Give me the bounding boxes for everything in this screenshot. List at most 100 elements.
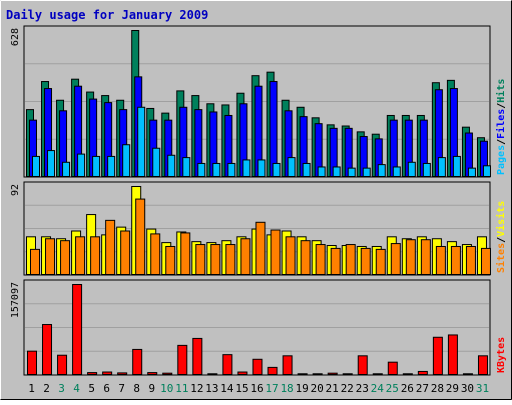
y-max-label: 628 — [10, 28, 21, 46]
bar-pages-day-14 — [227, 162, 236, 177]
bar-pages-day-11 — [182, 157, 191, 177]
legend-item-1: / — [496, 139, 507, 145]
bar-sites-day-30 — [465, 245, 476, 275]
bar-sites-day-9 — [150, 233, 161, 275]
bar-pages-day-12 — [197, 162, 206, 177]
legend-item-2: Visits — [495, 201, 507, 237]
bar-pages-day-25 — [392, 166, 401, 178]
bar-pages-day-13 — [212, 162, 221, 177]
x-tick-label: 18 — [280, 382, 293, 395]
x-tick-label: 22 — [341, 382, 354, 395]
bar-kbytes-day-24 — [372, 373, 383, 375]
bar-sites-day-7 — [120, 230, 131, 275]
bar-kbytes-day-10 — [162, 372, 173, 375]
bar-pages-day-29 — [452, 155, 461, 177]
x-tick-label: 20 — [311, 382, 324, 395]
x-tick-label: 1 — [28, 382, 35, 395]
panel-kbytes: 157097 KBytes — [10, 279, 507, 376]
bar-pages-day-2 — [47, 150, 56, 177]
x-tick-label: 10 — [160, 382, 173, 395]
bar-sites-day-8 — [135, 198, 146, 275]
x-tick-label: 3 — [58, 382, 65, 395]
x-tick-label: 31 — [476, 382, 489, 395]
chart-title: Daily usage for January 2009 — [6, 8, 208, 22]
bar-kbytes-day-18 — [282, 355, 293, 376]
bar-kbytes-day-30 — [462, 373, 473, 375]
legend-item-0: Pages — [496, 145, 507, 175]
bar-files-day-17 — [269, 81, 278, 177]
bar-kbytes-day-23 — [357, 355, 368, 376]
x-tick-label: 11 — [175, 382, 188, 395]
x-tick-label: 4 — [73, 382, 80, 395]
x-tick-label: 6 — [103, 382, 110, 395]
bar-sites-day-12 — [195, 244, 206, 275]
bar-sites-day-24 — [375, 248, 386, 275]
bar-sites-day-28 — [435, 245, 446, 275]
x-tick-label: 26 — [401, 382, 414, 395]
bar-pages-day-3 — [62, 161, 71, 178]
bar-pages-day-17 — [272, 162, 281, 177]
bar-sites-day-21 — [330, 247, 341, 275]
bar-kbytes-day-6 — [102, 371, 113, 376]
x-tick-label: 8 — [133, 382, 140, 395]
bar-sites-day-1 — [30, 248, 40, 275]
bar-kbytes-day-29 — [447, 334, 458, 376]
bar-pages-day-18 — [287, 157, 296, 177]
bar-sites-day-23 — [360, 247, 371, 275]
legend-visits-sites: Sites/Visits — [495, 201, 507, 273]
x-tick-label: 21 — [326, 382, 339, 395]
x-tick-label: 29 — [446, 382, 459, 395]
bar-kbytes-day-8 — [132, 348, 143, 375]
bar-pages-day-10 — [167, 154, 176, 178]
bar-kbytes-day-5 — [87, 372, 98, 375]
bar-kbytes-day-1 — [27, 350, 37, 375]
bar-pages-day-30 — [467, 167, 476, 178]
x-tick-label: 19 — [295, 382, 308, 395]
bar-pages-day-21 — [332, 166, 341, 178]
x-tick-label: 27 — [416, 382, 429, 395]
bar-sites-day-2 — [45, 238, 56, 276]
bar-pages-day-22 — [347, 167, 356, 178]
bar-kbytes-day-21 — [327, 372, 338, 375]
bar-sites-day-15 — [240, 238, 251, 276]
bar-kbytes-day-16 — [252, 358, 263, 376]
bar-pages-day-27 — [422, 162, 431, 177]
bar-sites-day-6 — [105, 219, 116, 275]
bar-kbytes-day-9 — [147, 372, 158, 375]
bar-kbytes-day-19 — [297, 373, 308, 375]
bar-pages-day-16 — [257, 159, 266, 178]
bar-pages-day-8 — [137, 106, 146, 177]
bar-kbytes-day-20 — [312, 373, 323, 375]
bar-pages-day-31 — [482, 165, 491, 177]
bar-sites-day-16 — [255, 221, 266, 275]
bar-sites-day-25 — [390, 243, 401, 275]
legend-item-0: KBytes — [496, 337, 507, 373]
bar-kbytes-day-22 — [342, 373, 353, 375]
x-tick-label: 12 — [190, 382, 203, 395]
bar-kbytes-day-2 — [42, 324, 53, 375]
x-tick-label: 16 — [250, 382, 263, 395]
bar-sites-day-11 — [180, 232, 191, 275]
bar-kbytes-day-31 — [477, 355, 488, 376]
bar-pages-day-4 — [77, 153, 86, 178]
x-tick-label: 13 — [205, 382, 218, 395]
legend-item-2: Files — [495, 109, 507, 139]
bar-sites-day-3 — [60, 240, 71, 276]
bar-pages-day-23 — [362, 167, 371, 178]
bar-kbytes-day-13 — [207, 373, 218, 375]
x-tick-label: 5 — [88, 382, 95, 395]
panel-visits-sites: 92 Sites/Visits — [10, 181, 507, 276]
x-tick-label: 7 — [118, 382, 125, 395]
legend-kbytes: KBytes — [496, 337, 507, 373]
x-tick-label: 14 — [220, 382, 234, 395]
bar-pages-day-26 — [407, 161, 416, 178]
bar-sites-day-18 — [285, 236, 296, 276]
legend-item-4: Hits — [495, 79, 507, 103]
bar-sites-day-10 — [165, 245, 176, 275]
bar-pages-day-19 — [302, 162, 311, 177]
legend-item-0: Sites — [495, 243, 507, 273]
bar-sites-day-13 — [210, 244, 221, 275]
bar-kbytes-day-11 — [177, 344, 188, 375]
bar-pages-day-28 — [437, 157, 446, 177]
